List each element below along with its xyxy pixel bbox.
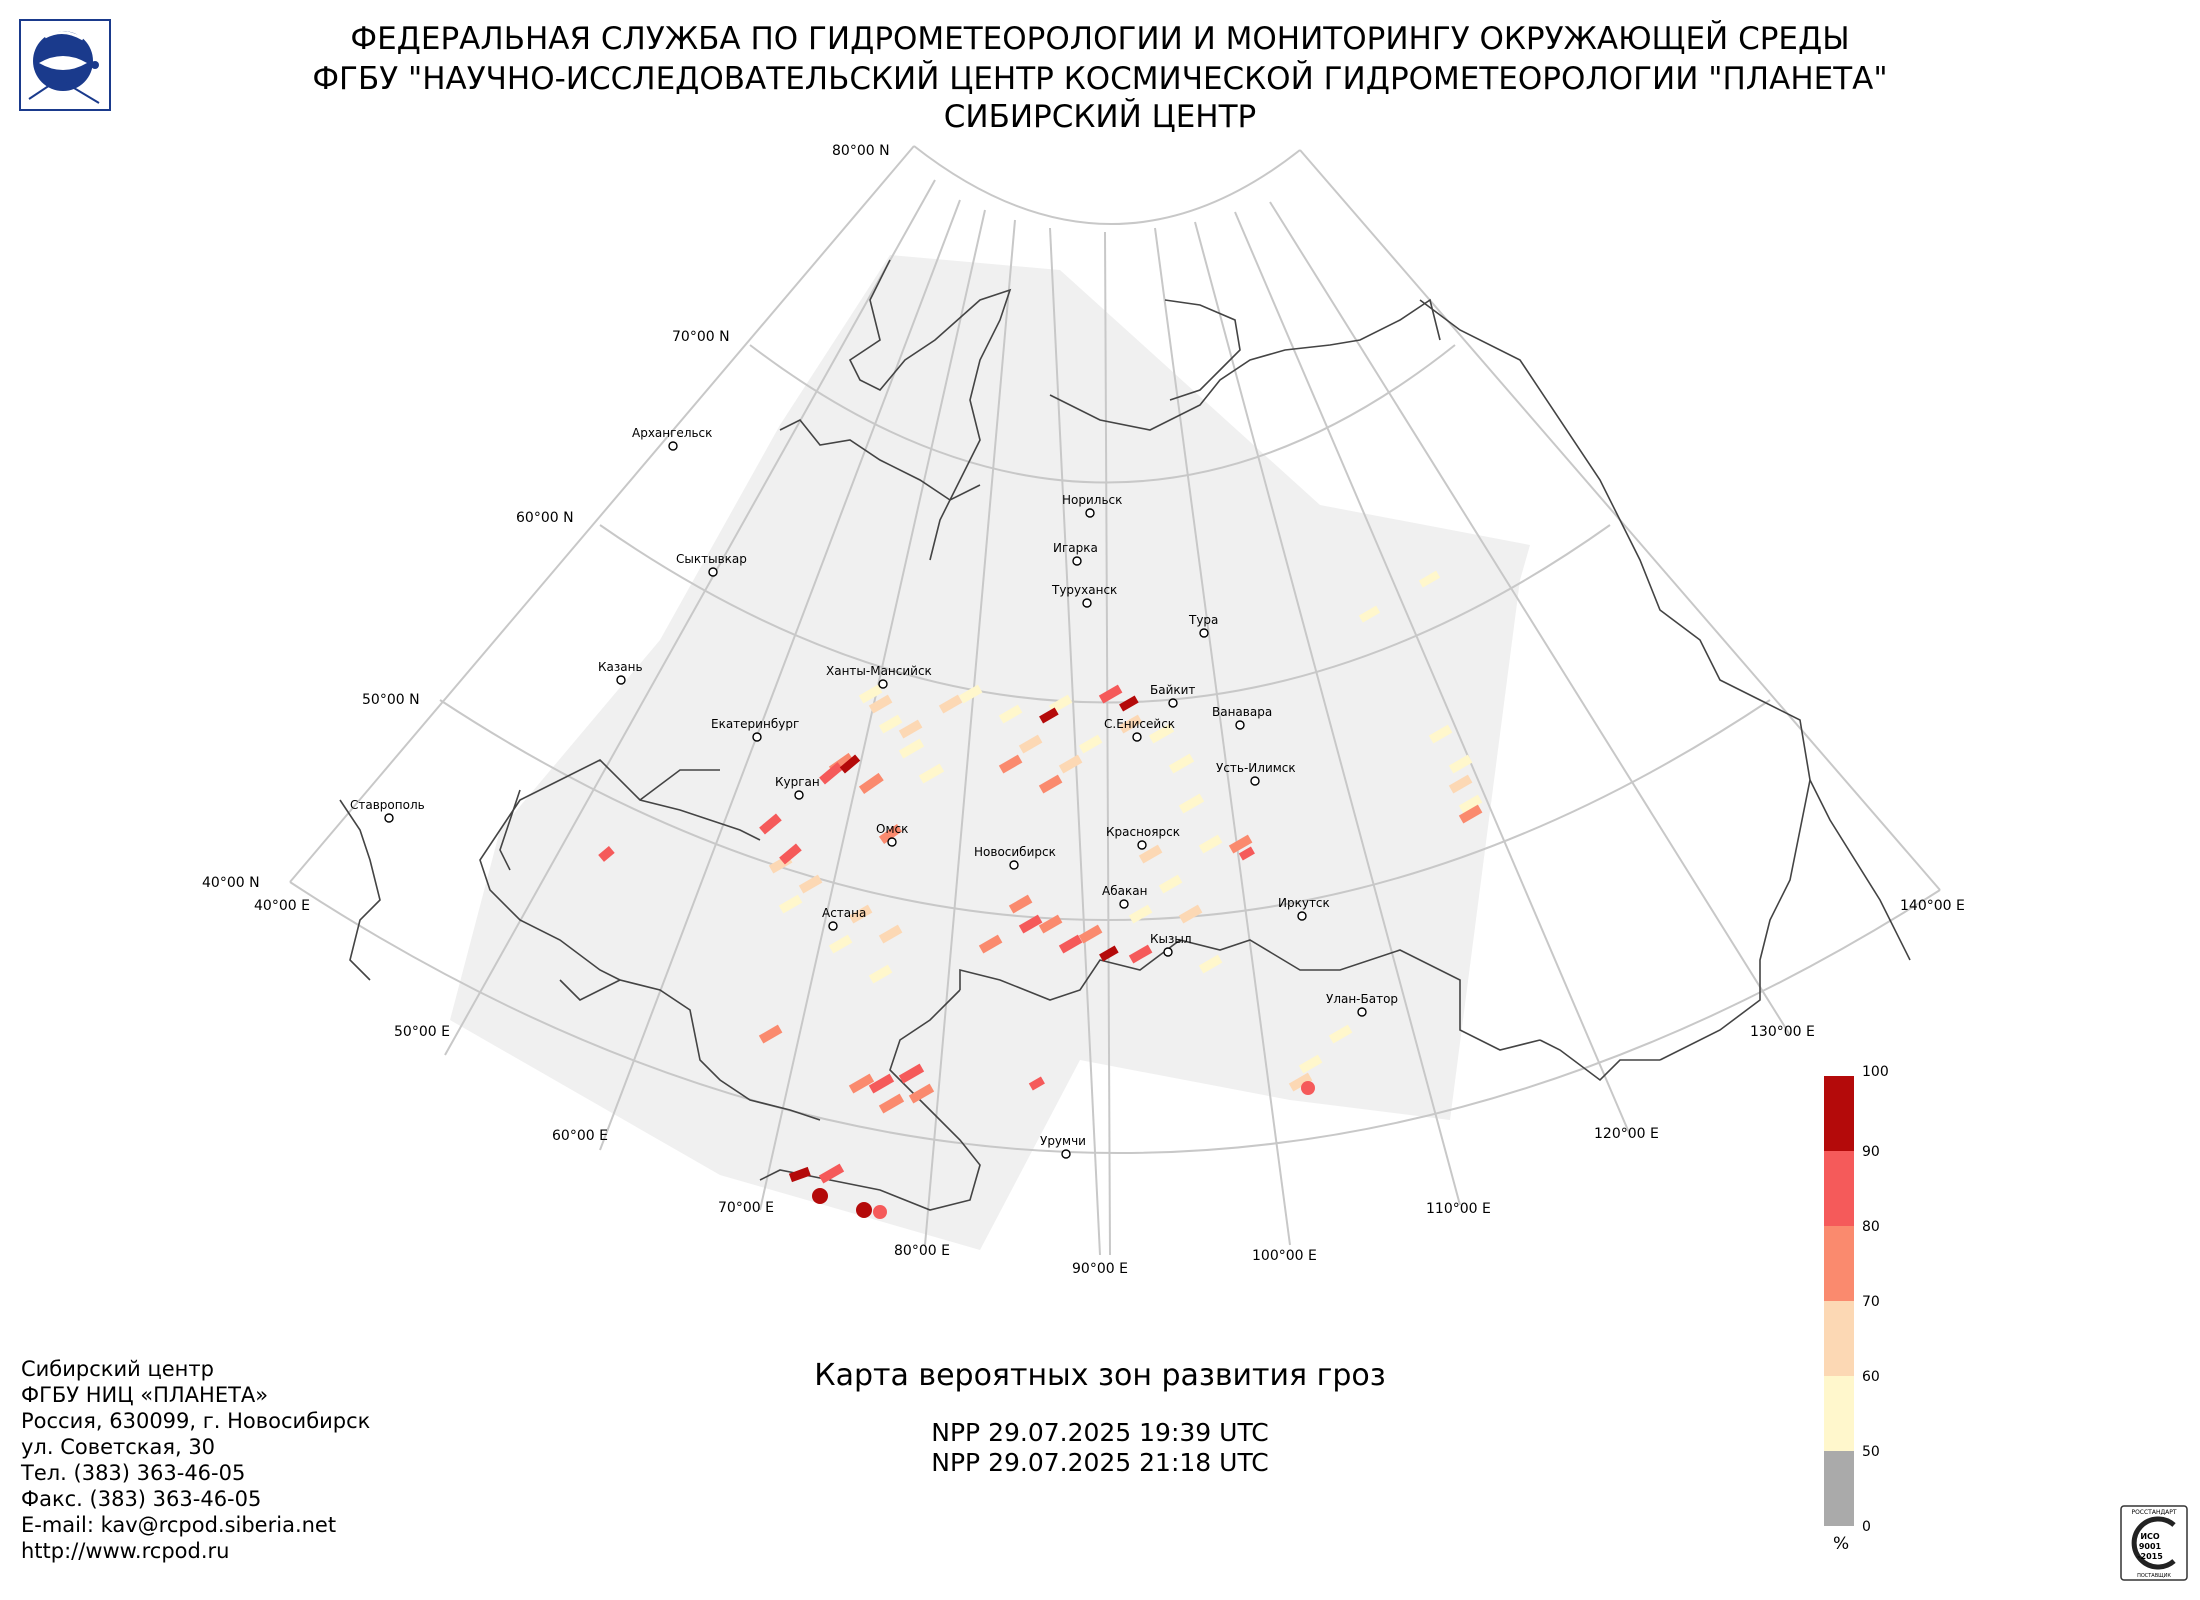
city-label-igarka: Игарка	[1053, 541, 1098, 555]
contact-street: ул. Советская, 30	[21, 1435, 216, 1459]
contact-org-full: ФГБУ НИЦ «ПЛАНЕТА»	[21, 1383, 269, 1407]
city-markers	[384, 441, 1367, 1159]
city-label-kazan: Казань	[598, 660, 643, 674]
lat-label-80: 80°00 N	[832, 143, 890, 159]
contact-email[interactable]: E-mail: kav@rcpod.siberia.net	[21, 1513, 337, 1537]
legend-band-70-80	[1824, 1226, 1854, 1301]
iso-bottom-text: ПОСТАВЩИК	[2137, 1573, 2171, 1579]
iso-certification-badge-icon: РОССТАНДАРТ ИСО 9001 -2015 ПОСТАВЩИК	[2120, 1505, 2188, 1581]
iso-year: -2015	[2137, 1552, 2163, 1561]
legend-tick-80: 80	[1862, 1219, 1880, 1235]
city-label-stavropol: Ставрополь	[350, 798, 425, 812]
legend-tick-0: 0	[1862, 1519, 1871, 1535]
city-label-kyzyl: Кызыл	[1150, 932, 1192, 946]
lon-label-70: 70°00 E	[718, 1200, 774, 1216]
legend-tick-60: 60	[1862, 1369, 1880, 1385]
header-line-2: ФГБУ "НАУЧНО-ИССЛЕДОВАТЕЛЬСКИЙ ЦЕНТР КОС…	[312, 61, 1888, 97]
city-label-krasnoyarsk: Красноярск	[1106, 825, 1180, 839]
city-label-s-eniseysk: С.Енисейск	[1104, 717, 1175, 731]
lon-label-110: 110°00 E	[1426, 1201, 1491, 1217]
lon-label-120: 120°00 E	[1594, 1126, 1659, 1142]
lon-label-130: 130°00 E	[1750, 1024, 1815, 1040]
lon-label-100: 100°00 E	[1252, 1248, 1317, 1264]
lon-label-90: 90°00 E	[1072, 1261, 1128, 1277]
lon-label-80: 80°00 E	[894, 1243, 950, 1259]
storm-zones	[598, 570, 1483, 1219]
iso-number: 9001	[2139, 1542, 2162, 1551]
parallel-grid	[289, 145, 1941, 1154]
header-line-3: СИБИРСКИЙ ЦЕНТР	[943, 99, 1257, 135]
legend-band-0-50	[1824, 1451, 1854, 1526]
contact-city: Россия, 630099, г. Новосибирск	[21, 1409, 371, 1433]
map-title: Карта вероятных зон развития гроз	[814, 1358, 1386, 1393]
legend-tick-70: 70	[1862, 1294, 1880, 1310]
coverage-area	[450, 255, 1530, 1250]
lat-label-40: 40°00 N	[202, 875, 260, 891]
legend-band-50-60	[1824, 1376, 1854, 1451]
legend-band-80-90	[1824, 1151, 1854, 1226]
lat-label-50: 50°00 N	[362, 692, 420, 708]
city-label-irkutsk: Иркутск	[1278, 896, 1330, 910]
legend-unit: %	[1833, 1534, 1849, 1554]
lon-label-140: 140°00 E	[1900, 898, 1965, 914]
city-label-omsk: Омск	[876, 822, 908, 836]
city-label-ulan-bator: Улан-Батор	[1326, 992, 1398, 1006]
lon-label-60: 60°00 E	[552, 1128, 608, 1144]
city-label-abakan: Абакан	[1102, 884, 1147, 898]
city-label-urumqi: Урумчи	[1040, 1134, 1086, 1148]
city-label-khanty-mansiysk: Ханты-Мансийск	[826, 664, 932, 678]
lat-label-60: 60°00 N	[516, 510, 574, 526]
city-label-vanavara: Ванавара	[1212, 705, 1272, 719]
legend-tick-90: 90	[1862, 1144, 1880, 1160]
city-label-astana: Астана	[822, 906, 866, 920]
city-label-novosibirsk: Новосибирск	[974, 845, 1056, 859]
contact-phone: Тел. (383) 363-46-05	[21, 1461, 246, 1485]
legend-band-90-100	[1824, 1076, 1854, 1151]
header-line-1: ФЕДЕРАЛЬНАЯ СЛУЖБА ПО ГИДРОМЕТЕОРОЛОГИИ …	[350, 21, 1850, 57]
iso-text: ИСО	[2140, 1532, 2160, 1541]
satellite-pass-1: NPP 29.07.2025 19:39 UTC	[931, 1418, 1269, 1447]
legend-tick-100: 100	[1862, 1065, 1889, 1080]
contact-fax: Факс. (383) 363-46-05	[21, 1487, 262, 1511]
satellite-pass-2: NPP 29.07.2025 21:18 UTC	[931, 1448, 1269, 1477]
lon-label-40: 40°00 E	[254, 898, 310, 914]
lon-label-50: 50°00 E	[394, 1024, 450, 1040]
city-label-norilsk: Норильск	[1062, 493, 1122, 507]
roshydromet-logo-icon	[19, 19, 111, 111]
city-label-baykit: Байкит	[1150, 683, 1195, 697]
city-label-tura: Тура	[1188, 613, 1218, 627]
iso-top-text: РОССТАНДАРТ	[2131, 1509, 2176, 1516]
probability-legend: 100 90 80 70 60 50 0 %	[1824, 1065, 1889, 1554]
contact-website[interactable]: http://www.rcpod.ru	[21, 1539, 230, 1563]
coastline	[339, 259, 1911, 1211]
city-label-syktyvkar: Сыктывкар	[676, 552, 747, 566]
city-label-arkhangelsk: Архангельск	[632, 426, 712, 440]
city-label-turukhansk: Туруханск	[1051, 583, 1117, 597]
legend-tick-50: 50	[1862, 1444, 1880, 1460]
city-label-kurgan: Курган	[775, 775, 820, 789]
contact-block: Сибирский центр ФГБУ НИЦ «ПЛАНЕТА» Росси…	[21, 1356, 370, 1564]
legend-band-60-70	[1824, 1301, 1854, 1376]
city-label-ekaterinburg: Екатеринбург	[711, 717, 799, 731]
lat-label-70: 70°00 N	[672, 329, 730, 345]
city-label-ust-ilimsk: Усть-Илимск	[1216, 761, 1296, 775]
contact-org: Сибирский центр	[21, 1357, 214, 1381]
